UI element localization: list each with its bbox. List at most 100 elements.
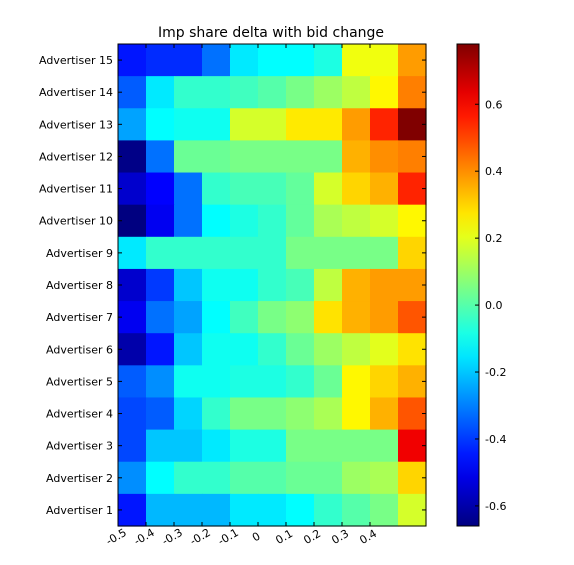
colorbar-tick-label: 0.4 bbox=[485, 165, 503, 178]
heatmap-cell bbox=[146, 140, 175, 174]
heatmap-cell bbox=[174, 268, 203, 302]
heatmap-cell bbox=[230, 236, 259, 270]
heatmap-cell bbox=[314, 44, 343, 77]
heatmap-cell bbox=[342, 397, 371, 431]
y-axis-labels: Advertiser 15 Advertiser 14 Advertiser 13 A… bbox=[39, 54, 426, 517]
heatmap-cell bbox=[314, 76, 343, 109]
x-tick-label: -0.5 bbox=[104, 526, 129, 548]
heatmap-cell bbox=[230, 140, 259, 174]
heatmap-cell bbox=[314, 204, 343, 238]
heatmap-cell bbox=[174, 204, 203, 238]
heatmap-cell bbox=[398, 108, 427, 141]
heatmap-cell bbox=[258, 397, 287, 431]
heatmap-cell bbox=[174, 236, 203, 270]
colorbar-tick-label: -0.2 bbox=[485, 366, 506, 379]
heatmap-cell bbox=[314, 397, 343, 431]
heatmap-cell bbox=[370, 140, 399, 174]
heatmap-cell bbox=[314, 108, 343, 141]
heatmap-cell bbox=[314, 301, 343, 334]
heatmap-cell bbox=[342, 493, 371, 527]
heatmap-cell bbox=[342, 140, 371, 174]
heatmap-cell bbox=[286, 140, 315, 174]
heatmap-cell bbox=[314, 236, 343, 270]
heatmap-cell bbox=[230, 76, 259, 109]
row-label: Advertiser 13 bbox=[39, 118, 113, 131]
heatmap-cell bbox=[370, 76, 399, 109]
heatmap-cell bbox=[286, 429, 315, 463]
heatmap-cell bbox=[174, 429, 203, 463]
heatmap-cell bbox=[258, 236, 287, 270]
heatmap-cell bbox=[286, 108, 315, 141]
x-tick-label: 0.4 bbox=[357, 527, 379, 547]
x-tick-label: -0.4 bbox=[132, 526, 157, 548]
heatmap-cell bbox=[202, 493, 231, 527]
heatmap-cell bbox=[342, 429, 371, 463]
heatmap-cell bbox=[342, 301, 371, 334]
heatmap-cell bbox=[118, 76, 147, 109]
row-label: Advertiser 12 bbox=[39, 150, 113, 163]
heatmap-cell bbox=[370, 172, 399, 206]
heatmap-cell bbox=[258, 268, 287, 302]
heatmap-cell bbox=[174, 397, 203, 431]
heatmap-cell bbox=[398, 76, 427, 109]
heatmap-cell bbox=[202, 108, 231, 141]
heatmap-cell bbox=[118, 429, 147, 463]
row-label: Advertiser 3 bbox=[46, 440, 113, 453]
heatmap-cell bbox=[174, 108, 203, 141]
x-tick-label: 0 bbox=[250, 530, 263, 545]
heatmap-cell bbox=[258, 493, 287, 527]
heatmap-cell bbox=[230, 108, 259, 141]
heatmap-cell bbox=[230, 44, 259, 77]
heatmap-cell bbox=[258, 461, 287, 495]
heatmap-cell bbox=[286, 76, 315, 109]
row-label: Advertiser 6 bbox=[46, 343, 113, 356]
colorbar-ticks: -0.6 -0.4 -0.2 0.0 0.2 0.4 0.6 bbox=[475, 98, 506, 513]
heatmap-cell bbox=[230, 429, 259, 463]
heatmap-cell bbox=[314, 365, 343, 399]
x-tick-label: 0.1 bbox=[273, 527, 295, 547]
heatmap-cell bbox=[370, 429, 399, 463]
heatmap-cell bbox=[398, 429, 427, 463]
heatmap-cell bbox=[174, 44, 203, 77]
heatmap-cell bbox=[146, 44, 175, 77]
heatmap-cell bbox=[314, 461, 343, 495]
heatmap-cell bbox=[370, 461, 399, 495]
heatmap-cell bbox=[398, 301, 427, 334]
x-tick-label: 0.3 bbox=[329, 527, 351, 547]
x-tick-label: 0.2 bbox=[301, 527, 323, 547]
heatmap-cell bbox=[314, 429, 343, 463]
heatmap-cell bbox=[146, 333, 175, 366]
row-label: Advertiser 5 bbox=[46, 375, 113, 388]
heatmap-cell bbox=[286, 493, 315, 527]
heatmap-cell bbox=[118, 333, 147, 366]
row-label: Advertiser 2 bbox=[46, 472, 113, 485]
heatmap-cell bbox=[174, 301, 203, 334]
heatmap-cell bbox=[342, 204, 371, 238]
heatmap-cell bbox=[230, 397, 259, 431]
heatmap-cell bbox=[202, 204, 231, 238]
heatmap-cell bbox=[230, 268, 259, 302]
heatmap-cell bbox=[258, 140, 287, 174]
heatmap-cell bbox=[370, 301, 399, 334]
heatmap-cell bbox=[398, 236, 427, 270]
heatmap-cell bbox=[258, 172, 287, 206]
heatmap-cell bbox=[342, 236, 371, 270]
heatmap-cell bbox=[258, 44, 287, 77]
heatmap-cell bbox=[174, 140, 203, 174]
heatmap-cell bbox=[286, 236, 315, 270]
heatmap-cell bbox=[342, 333, 371, 366]
heatmap-cell bbox=[146, 301, 175, 334]
heatmap-cell bbox=[202, 429, 231, 463]
heatmap-cell bbox=[202, 76, 231, 109]
heatmap-cell bbox=[118, 397, 147, 431]
heatmap-cell bbox=[118, 268, 147, 302]
row-label: Advertiser 14 bbox=[39, 86, 113, 99]
heatmap-cell bbox=[398, 44, 427, 77]
heatmap-cell bbox=[258, 204, 287, 238]
heatmap-cell bbox=[118, 365, 147, 399]
heatmap-cell bbox=[258, 365, 287, 399]
heatmap-cell bbox=[370, 108, 399, 141]
heatmap-cell bbox=[230, 365, 259, 399]
heatmap-cell bbox=[146, 429, 175, 463]
heatmap-cell bbox=[202, 365, 231, 399]
